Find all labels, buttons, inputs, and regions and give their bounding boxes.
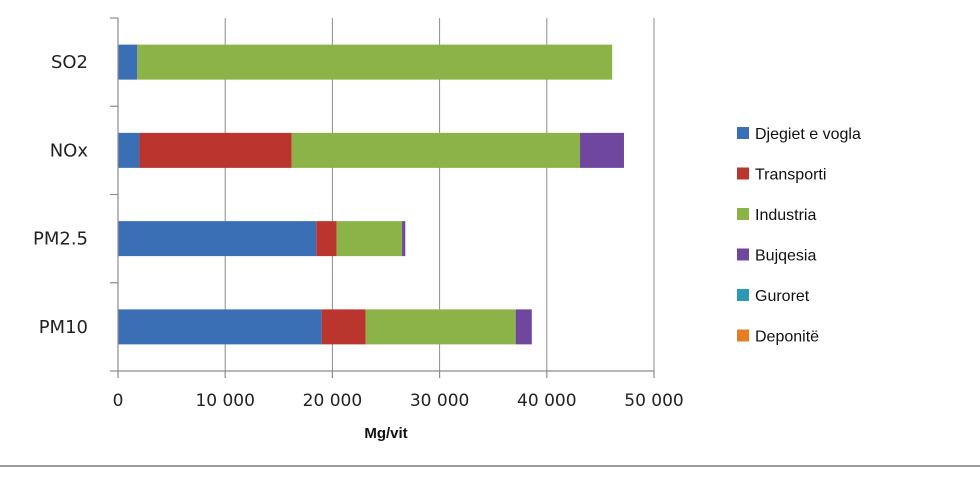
bar-nox-series-0: [118, 132, 140, 168]
x-tick-label-5: 50 000: [624, 391, 683, 411]
bar-pm25-series-0: [118, 221, 317, 257]
x-tick-label-1: 10 000: [195, 391, 254, 411]
category-label-pm25: PM2.5: [33, 229, 88, 250]
legend-swatch-4: [737, 289, 749, 301]
bar-so2-series-0: [118, 44, 138, 80]
category-labels: SO2 NOx PM2.5 PM10: [33, 52, 88, 338]
bar-nox-series-1: [139, 132, 292, 168]
bar-so2-series-2: [137, 44, 613, 80]
legend-swatch-3: [737, 248, 749, 261]
x-tick-label-4: 40 000: [517, 391, 576, 411]
legend-label-1: Transporti: [755, 167, 826, 184]
legend-label-0: Djegiet e vogla: [755, 126, 861, 143]
bar-pm25-series-1: [316, 221, 337, 257]
x-axis-title: Mg/vit: [364, 425, 407, 442]
x-tick-label-3: 30 000: [410, 391, 469, 411]
legend-label-2: Industria: [755, 207, 816, 224]
bar-pm25-series-2: [336, 221, 403, 257]
x-tick-label-0: 0: [113, 391, 124, 411]
bar-pm10-series-3: [515, 309, 532, 345]
legend-swatch-1: [737, 167, 749, 180]
bar-pm10-series-1: [321, 309, 366, 345]
bars: [118, 44, 624, 345]
category-label-pm10: PM10: [39, 317, 88, 338]
category-label-nox: NOx: [50, 140, 89, 161]
bar-nox-series-3: [580, 132, 624, 168]
bar-pm10-series-0: [118, 309, 322, 345]
legend-swatch-2: [737, 208, 749, 220]
bar-nox-series-2: [291, 132, 581, 168]
legend-swatch-5: [737, 329, 749, 342]
legend-label-5: Deponitë: [755, 329, 819, 346]
bar-pm25-series-3: [402, 221, 406, 257]
bar-pm10-series-2: [365, 309, 516, 345]
axes: [110, 17, 655, 378]
legend: Djegiet e vogla Transporti Industria Bujqes…: [737, 126, 861, 346]
legend-label-3: Bujqesia: [755, 248, 816, 265]
legend-label-4: Guroret: [755, 288, 810, 305]
legend-swatch-0: [737, 127, 749, 139]
x-tick-label-2: 20 000: [303, 391, 362, 411]
category-label-so2: SO2: [51, 52, 88, 73]
x-tick-labels: 0 10 000 20 000 30 000 40 000 50 000: [113, 391, 684, 411]
